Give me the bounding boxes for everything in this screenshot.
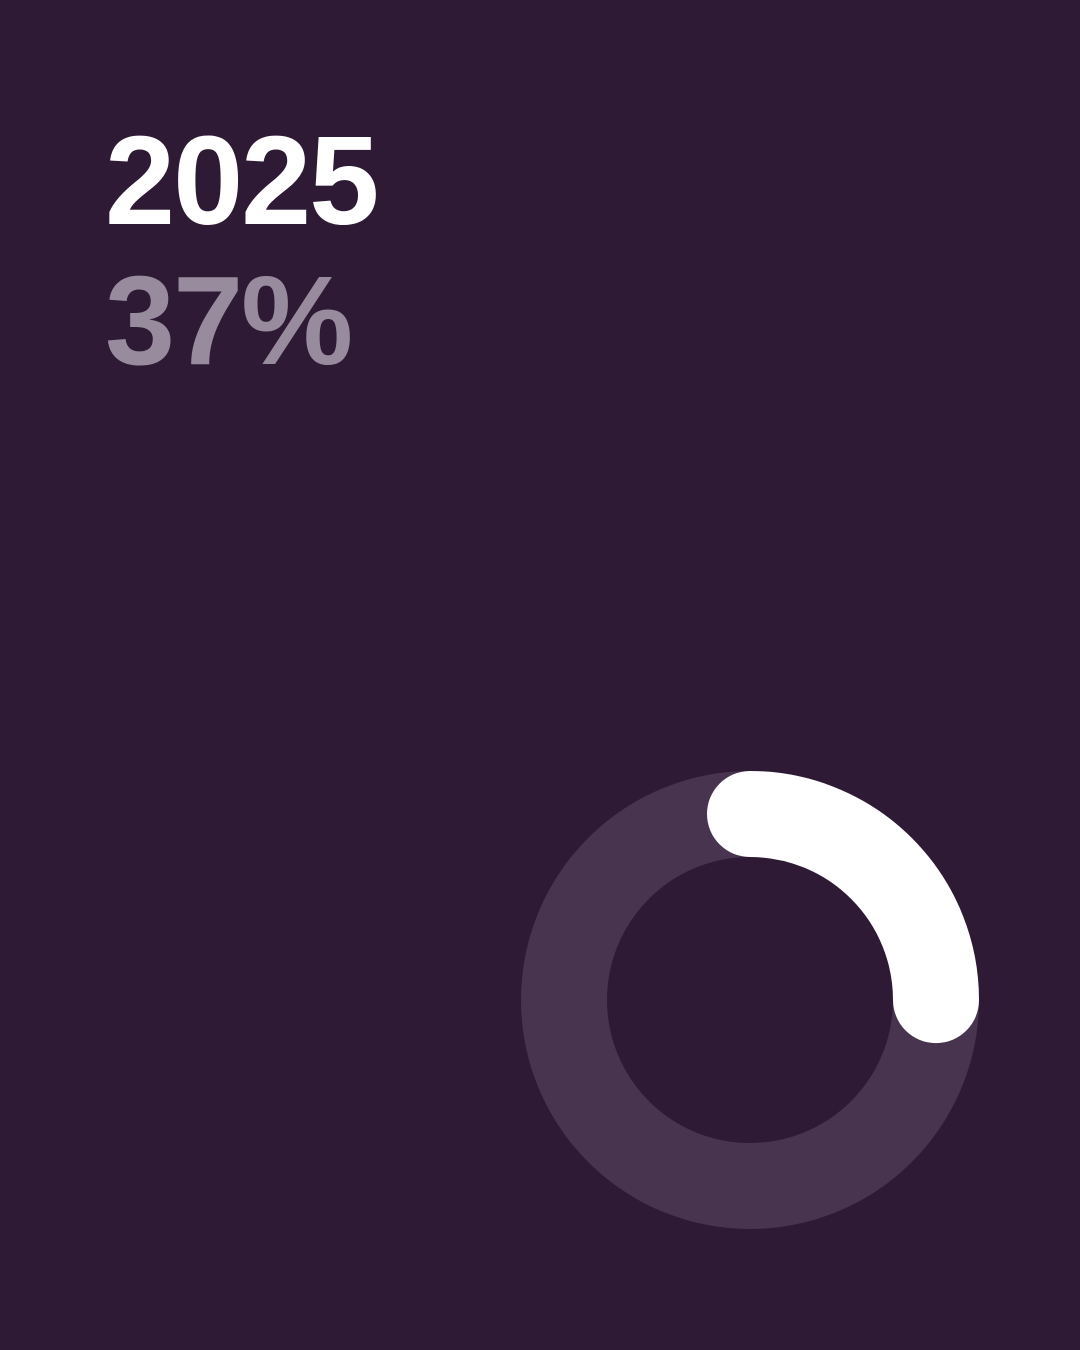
percent-label: 37%: [105, 250, 353, 391]
stat-block: 2025 37%: [105, 110, 379, 391]
progress-ring: [521, 771, 979, 1229]
year-label: 2025: [105, 110, 379, 251]
progress-ring-fill: [521, 771, 979, 1229]
